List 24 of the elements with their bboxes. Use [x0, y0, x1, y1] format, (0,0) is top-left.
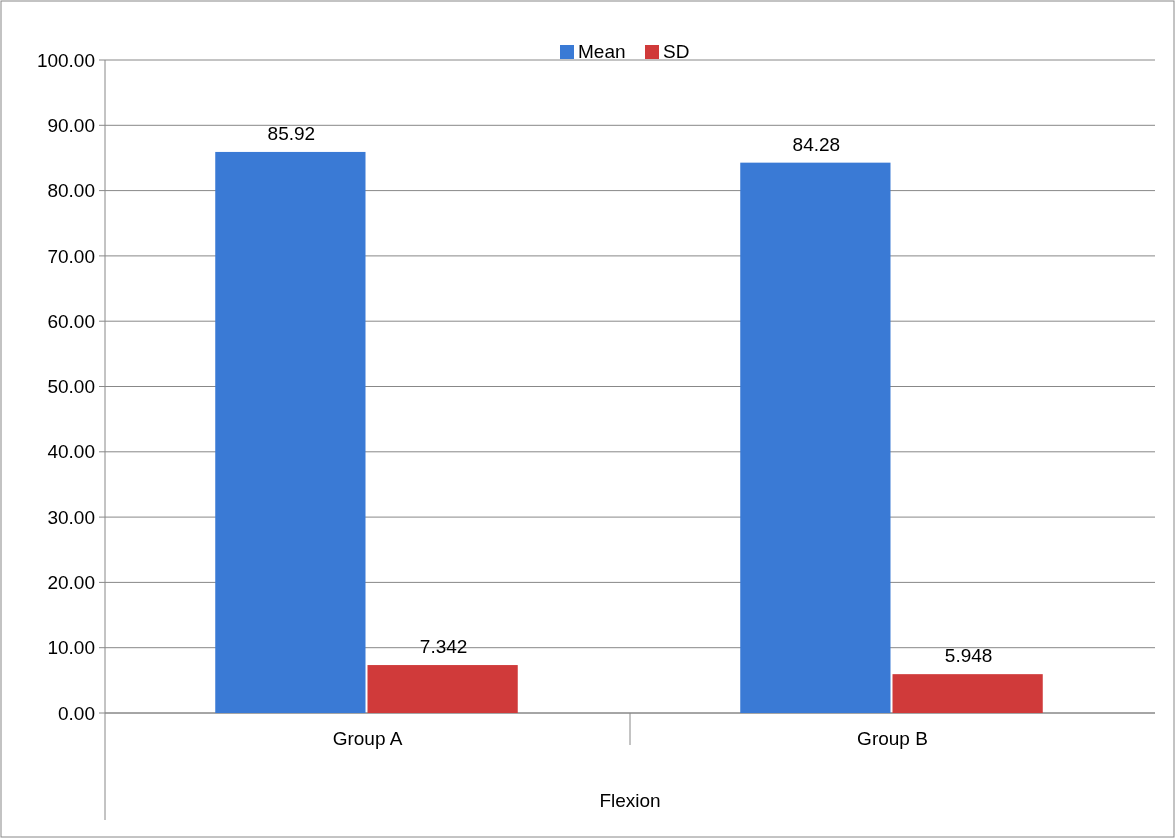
text: 85.92	[267, 122, 316, 144]
text: 5.948	[944, 645, 993, 667]
x-axis-title: Flexion	[599, 790, 661, 811]
y-tick-label: 10.00	[47, 637, 95, 659]
y-tick-label: 80.00	[47, 180, 95, 202]
legend-label: SD	[663, 41, 690, 62]
bar	[892, 674, 1043, 713]
x-tick-label: Group B	[857, 728, 928, 749]
bar	[367, 665, 518, 713]
y-tick-label: 90.00	[47, 114, 95, 136]
y-tick-label: 60.00	[47, 310, 95, 332]
text: 84.28	[792, 133, 841, 155]
bar	[740, 162, 891, 713]
bar	[215, 151, 366, 713]
x-tick-label: Group A	[332, 728, 403, 749]
y-tick-label: 100.00	[36, 49, 95, 71]
y-tick-label: 0.00	[58, 702, 95, 724]
y-tick-label: 50.00	[47, 376, 95, 398]
y-tick-label: 70.00	[47, 245, 95, 267]
text: 7.342	[419, 636, 468, 658]
y-tick-label: 40.00	[47, 441, 95, 463]
legend-label: Mean	[578, 41, 626, 62]
y-tick-label: 30.00	[47, 506, 95, 528]
y-tick-label: 20.00	[47, 572, 95, 594]
